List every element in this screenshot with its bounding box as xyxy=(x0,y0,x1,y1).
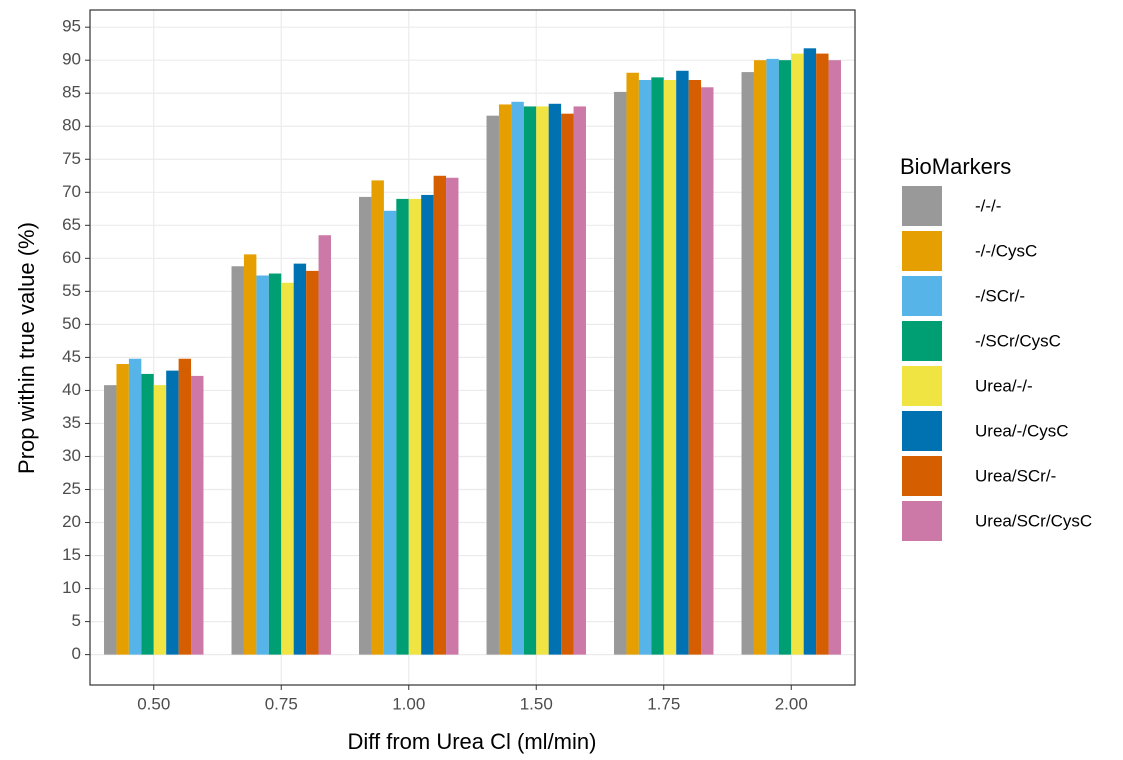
bar xyxy=(753,60,767,655)
bar xyxy=(293,263,307,655)
bar xyxy=(433,175,447,655)
y-tick-label: 50 xyxy=(62,314,81,333)
legend-label: Urea/SCr/CysC xyxy=(975,511,1092,530)
bar xyxy=(626,72,639,655)
bar xyxy=(741,72,754,655)
bar xyxy=(116,364,129,655)
y-tick-label: 55 xyxy=(62,281,81,300)
x-tick-label: 2.00 xyxy=(775,694,808,713)
bar xyxy=(701,87,714,655)
bar xyxy=(383,210,397,655)
y-axis-title: Prop within true value (%) xyxy=(14,222,39,474)
bar xyxy=(614,91,627,655)
bar xyxy=(318,235,331,655)
bar xyxy=(573,106,586,655)
bar xyxy=(511,101,524,655)
bar xyxy=(408,198,422,655)
bar xyxy=(561,113,574,655)
bar xyxy=(791,53,804,655)
y-tick-label: 40 xyxy=(62,380,81,399)
bar xyxy=(396,198,409,655)
bar xyxy=(166,370,179,655)
bar xyxy=(766,58,779,655)
legend-title: BioMarkers xyxy=(900,154,1011,179)
legend-key xyxy=(902,231,942,271)
bar xyxy=(243,254,257,655)
bar xyxy=(486,115,499,655)
y-tick-label: 30 xyxy=(62,446,81,465)
bar xyxy=(548,103,562,655)
y-tick-label: 80 xyxy=(62,116,81,135)
y-tick-label: 35 xyxy=(62,413,81,432)
y-tick-label: 60 xyxy=(62,248,81,267)
bar xyxy=(676,70,689,655)
legend-label: -/-/CysC xyxy=(975,241,1037,260)
legend-key xyxy=(902,366,942,406)
bar xyxy=(651,77,664,655)
x-axis-title: Diff from Urea Cl (ml/min) xyxy=(348,729,597,754)
bar xyxy=(663,80,677,655)
bar xyxy=(536,106,549,655)
legend-label: -/SCr/- xyxy=(975,286,1025,305)
bar xyxy=(178,358,192,655)
y-tick-label: 75 xyxy=(62,149,81,168)
bar xyxy=(256,275,269,655)
plot-panel xyxy=(90,10,855,685)
bar xyxy=(523,106,537,655)
bar xyxy=(191,375,204,655)
bar xyxy=(816,53,829,655)
bar xyxy=(104,385,117,655)
y-tick-label: 45 xyxy=(62,347,81,366)
bar xyxy=(268,273,282,655)
x-tick-label: 1.00 xyxy=(392,694,425,713)
legend-key xyxy=(902,411,942,451)
y-tick-label: 20 xyxy=(62,512,81,531)
bar xyxy=(828,60,841,655)
y-tick-label: 85 xyxy=(62,83,81,102)
bar xyxy=(421,194,434,655)
bar xyxy=(281,282,294,655)
legend-key xyxy=(902,276,942,316)
y-tick-label: 65 xyxy=(62,215,81,234)
bar xyxy=(153,385,167,655)
y-tick-label: 5 xyxy=(72,611,81,630)
y-tick-label: 0 xyxy=(72,644,81,663)
bar xyxy=(498,104,512,655)
x-tick-label: 1.50 xyxy=(520,694,553,713)
legend-key xyxy=(902,186,942,226)
bar xyxy=(306,270,319,655)
legend-key xyxy=(902,321,942,361)
y-tick-label: 15 xyxy=(62,545,81,564)
plot-border xyxy=(89,9,856,686)
bar xyxy=(688,80,702,655)
legend-key xyxy=(902,501,942,541)
bar xyxy=(778,60,792,655)
legend-label: -/-/- xyxy=(975,196,1001,215)
y-tick-label: 70 xyxy=(62,182,81,201)
legend-label: Urea/-/- xyxy=(975,376,1033,395)
bar xyxy=(231,266,244,655)
x-tick-label: 1.75 xyxy=(647,694,680,713)
bar xyxy=(359,196,372,655)
bar xyxy=(446,177,459,655)
bar xyxy=(803,48,817,655)
y-tick-label: 25 xyxy=(62,479,81,498)
bar xyxy=(141,373,154,655)
x-tick-label: 0.50 xyxy=(137,694,170,713)
y-tick-label: 10 xyxy=(62,578,81,597)
legend-label: Urea/-/CysC xyxy=(975,421,1069,440)
bar xyxy=(128,358,142,655)
legend-label: -/SCr/CysC xyxy=(975,331,1061,350)
bar xyxy=(371,180,384,655)
x-tick-label: 0.75 xyxy=(265,694,298,713)
bar xyxy=(638,80,652,655)
legend-key xyxy=(902,456,942,496)
y-tick-label: 90 xyxy=(62,50,81,69)
y-tick-label: 95 xyxy=(62,17,81,36)
legend-label: Urea/SCr/- xyxy=(975,466,1056,485)
